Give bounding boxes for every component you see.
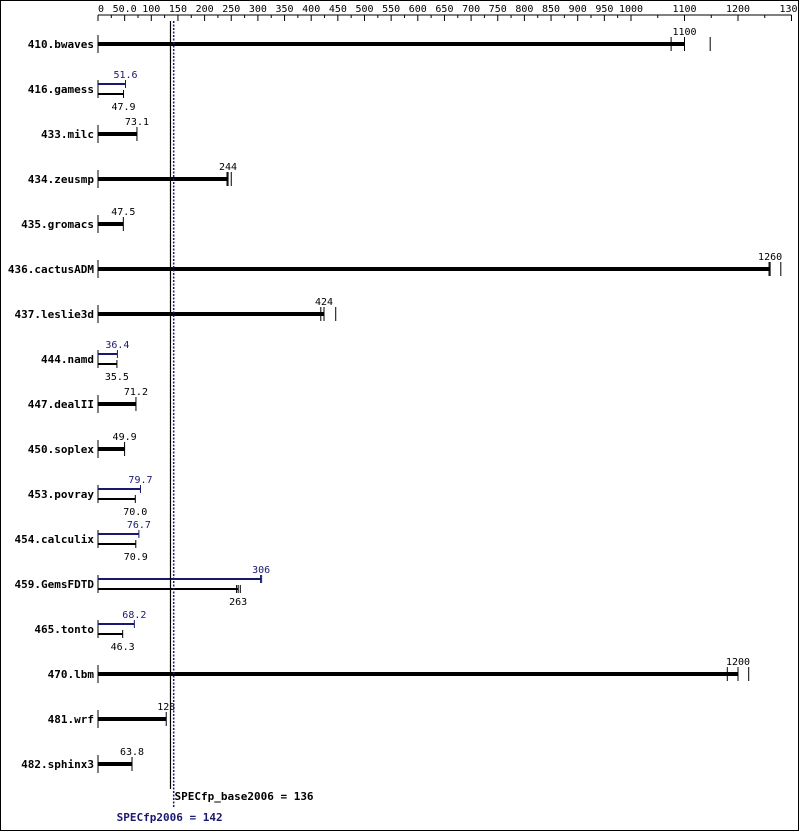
peak-score-label: SPECfp2006 = 142 (117, 811, 223, 824)
benchmark-label: 435.gromacs (21, 218, 94, 231)
benchmark-row: 433.milc 73.1 (41, 117, 149, 143)
benchmark-row: 436.cactusADM 1260 (8, 252, 782, 278)
summary-lines: SPECfp_base2006 = 136 SPECfp2006 = 142 (117, 21, 314, 824)
base-value-label: 1260 (758, 252, 782, 263)
x-axis: 0 50.0 100 150 200 250 300 350 400 450 500 550 600 65… (97, 4, 798, 21)
base-value-label: 70.0 (123, 507, 147, 518)
x-tick-label: 750 (489, 4, 507, 15)
benchmark-label: 470.lbm (48, 668, 95, 681)
x-tick-label: 250 (222, 4, 240, 15)
benchmark-label: 450.soplex (28, 443, 95, 456)
benchmark-label: 447.dealII (28, 398, 94, 411)
x-tick-label: 1200 (726, 4, 750, 15)
x-tick-label: 1300 (779, 4, 798, 15)
benchmark-row: 444.namd 36.4 35.5 (41, 340, 129, 383)
x-tick-label: 400 (302, 4, 320, 15)
base-value-label: 263 (229, 597, 247, 608)
benchmark-row: 416.gamess 51.6 47.9 (28, 70, 138, 113)
x-tick-label: 650 (435, 4, 453, 15)
peak-value-label: 76.7 (127, 520, 151, 531)
base-value-label: 1200 (726, 657, 750, 668)
benchmark-label: 410.bwaves (28, 38, 94, 51)
benchmark-label: 454.calculix (15, 533, 95, 546)
benchmark-row: 450.soplex 49.9 (28, 432, 137, 458)
base-value-label: 128 (157, 702, 175, 713)
base-value-label: 49.9 (113, 432, 137, 443)
peak-value-label: 68.2 (122, 610, 146, 621)
x-tick-label: 50.0 (113, 4, 137, 15)
peak-value-label: 79.7 (128, 475, 152, 486)
benchmark-row: 481.wrf 128 (48, 702, 175, 728)
x-tick-label: 300 (249, 4, 267, 15)
x-tick-label: 500 (355, 4, 373, 15)
x-tick-label: 1100 (672, 4, 696, 15)
benchmark-label: 482.sphinx3 (21, 758, 94, 771)
benchmark-row: 470.lbm 1200 (48, 657, 750, 683)
benchmark-row: 465.tonto 68.2 46.3 (34, 610, 146, 653)
benchmark-label: 437.leslie3d (15, 308, 94, 321)
x-tick-label: 1000 (619, 4, 643, 15)
benchmark-label: 416.gamess (28, 83, 94, 96)
x-tick-label: 200 (196, 4, 214, 15)
base-value-label: 35.5 (105, 372, 129, 383)
x-tick-label: 900 (569, 4, 587, 15)
benchmark-label: 436.cactusADM (8, 263, 94, 276)
benchmark-row: 410.bwaves 1100 (28, 27, 711, 53)
benchmark-rows: 410.bwaves 1100 416.gamess 51.6 47.9 433.milc… (8, 27, 782, 773)
base-value-label: 63.8 (120, 747, 144, 758)
x-tick-label: 150 (169, 4, 187, 15)
x-tick-label: 950 (595, 4, 613, 15)
base-value-label: 46.3 (111, 642, 135, 653)
base-value-label: 47.5 (111, 207, 135, 218)
benchmark-row: 437.leslie3d 424 (15, 297, 337, 323)
x-tick-label: 700 (462, 4, 480, 15)
base-value-label: 47.9 (111, 102, 135, 113)
benchmark-label: 444.namd (41, 353, 94, 366)
peak-value-label: 36.4 (105, 340, 129, 351)
base-value-label: 424 (315, 297, 333, 308)
x-tick-label: 450 (329, 4, 347, 15)
base-value-label: 244 (219, 162, 237, 173)
base-value-label: 70.9 (124, 552, 148, 563)
benchmark-label: 465.tonto (34, 623, 94, 636)
x-tick-label: 0 (98, 4, 104, 15)
peak-value-label: 51.6 (113, 70, 137, 81)
benchmark-label: 453.povray (28, 488, 95, 501)
x-tick-label: 550 (382, 4, 400, 15)
benchmark-label: 459.GemsFDTD (15, 578, 95, 591)
base-value-label: 73.1 (125, 117, 149, 128)
benchmark-row: 453.povray 79.7 70.0 (28, 475, 153, 518)
benchmark-label: 433.milc (41, 128, 94, 141)
benchmark-row: 482.sphinx3 63.8 (21, 747, 144, 773)
base-score-label: SPECfp_base2006 = 136 (174, 790, 313, 803)
benchmark-label: 434.zeusmp (28, 173, 95, 186)
benchmark-row: 454.calculix 76.7 70.9 (15, 520, 151, 563)
x-tick-label: 800 (515, 4, 533, 15)
peak-value-label: 306 (252, 565, 270, 576)
base-value-label: 71.2 (124, 387, 148, 398)
x-tick-label: 600 (409, 4, 427, 15)
x-tick-label: 100 (142, 4, 160, 15)
benchmark-row: 459.GemsFDTD 306 263 (15, 565, 271, 608)
benchmark-row: 434.zeusmp 244 (28, 162, 237, 188)
base-value-label: 1100 (672, 27, 696, 38)
benchmark-row: 435.gromacs 47.5 (21, 207, 135, 233)
benchmark-label: 481.wrf (48, 713, 94, 726)
x-tick-label: 850 (542, 4, 560, 15)
x-tick-label: 350 (276, 4, 294, 15)
benchmark-row: 447.dealII 71.2 (28, 387, 148, 413)
